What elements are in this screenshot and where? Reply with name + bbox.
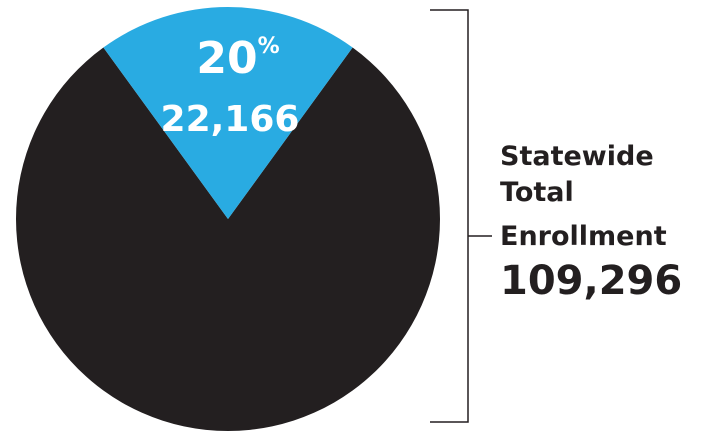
- annotation-total-value: 109,296: [500, 258, 682, 304]
- annotation-title-line-2: Total: [500, 177, 574, 208]
- annotation-title-line-3: Enrollment: [500, 221, 667, 252]
- pie-slice-highlight: [103, 6, 353, 220]
- total-bracket: [430, 9, 469, 423]
- highlight-percent-label: 20%: [196, 33, 279, 84]
- pie-slice-remainder: [15, 47, 440, 431]
- annotation-title-line-1: Statewide: [500, 141, 654, 172]
- highlight-percent-symbol: %: [258, 34, 280, 59]
- highlight-count-label: 22,166: [161, 99, 300, 140]
- highlight-percent-value: 20: [196, 33, 257, 84]
